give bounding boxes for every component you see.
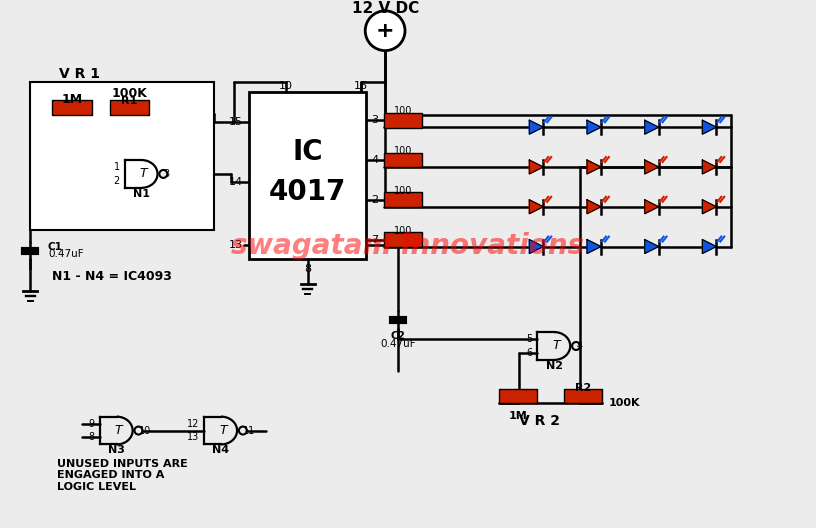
Text: 0.47uF: 0.47uF xyxy=(380,339,416,349)
Text: C1: C1 xyxy=(48,241,63,251)
Text: 13: 13 xyxy=(187,432,199,442)
Circle shape xyxy=(239,427,247,435)
Polygon shape xyxy=(645,160,659,174)
Bar xyxy=(30,82,214,230)
Text: N3: N3 xyxy=(109,446,125,456)
Text: 100K: 100K xyxy=(112,87,148,100)
Text: 100: 100 xyxy=(394,106,412,116)
Text: R1: R1 xyxy=(122,96,138,106)
Text: 100: 100 xyxy=(394,146,412,156)
Text: 2: 2 xyxy=(113,176,120,186)
Text: $\mathit{T}$: $\mathit{T}$ xyxy=(219,424,229,437)
Polygon shape xyxy=(530,160,543,174)
Bar xyxy=(499,389,537,403)
Text: 3: 3 xyxy=(371,115,378,125)
Text: N2: N2 xyxy=(546,361,563,371)
Text: 10: 10 xyxy=(279,81,293,91)
Text: N1: N1 xyxy=(133,189,150,199)
Bar xyxy=(384,113,422,128)
Polygon shape xyxy=(587,120,601,134)
Circle shape xyxy=(366,11,405,51)
Text: 4: 4 xyxy=(371,155,379,165)
Text: 100K: 100K xyxy=(609,398,641,408)
Bar xyxy=(384,192,422,208)
Text: 9: 9 xyxy=(89,419,95,429)
Polygon shape xyxy=(645,120,659,134)
Bar xyxy=(564,389,602,403)
Bar xyxy=(384,232,422,247)
Text: 15: 15 xyxy=(229,117,243,127)
Text: 8: 8 xyxy=(89,432,95,442)
Text: swagatam innovations: swagatam innovations xyxy=(232,232,584,260)
Text: 4017: 4017 xyxy=(268,178,346,206)
Text: 5: 5 xyxy=(526,334,532,344)
Text: $\mathit{T}$: $\mathit{T}$ xyxy=(552,340,562,353)
Text: 11: 11 xyxy=(243,426,255,436)
Polygon shape xyxy=(587,160,601,174)
Text: 7: 7 xyxy=(371,234,379,244)
Text: $\mathit{T}$: $\mathit{T}$ xyxy=(114,424,125,437)
Text: IC: IC xyxy=(292,138,323,166)
Text: 8: 8 xyxy=(304,265,311,275)
Polygon shape xyxy=(703,240,716,253)
Bar xyxy=(384,153,422,167)
Text: N1 - N4 = IC4093: N1 - N4 = IC4093 xyxy=(52,270,172,283)
Text: $\mathit{T}$: $\mathit{T}$ xyxy=(140,167,149,181)
Text: 1M: 1M xyxy=(61,93,82,106)
Text: 3: 3 xyxy=(163,169,170,179)
Text: 4: 4 xyxy=(576,341,582,351)
Text: UNUSED INPUTS ARE
ENGAGED INTO A
LOGIC LEVEL: UNUSED INPUTS ARE ENGAGED INTO A LOGIC L… xyxy=(57,459,188,492)
Text: 6: 6 xyxy=(526,348,532,358)
Text: 12: 12 xyxy=(187,419,199,429)
Polygon shape xyxy=(645,200,659,214)
Text: V R 1: V R 1 xyxy=(60,68,100,81)
Polygon shape xyxy=(703,120,716,134)
Polygon shape xyxy=(703,200,716,214)
Bar xyxy=(109,100,149,115)
Circle shape xyxy=(572,342,580,350)
Bar xyxy=(52,100,91,115)
Text: 100: 100 xyxy=(394,225,412,235)
Polygon shape xyxy=(587,240,601,253)
Text: 1M: 1M xyxy=(509,411,528,421)
Circle shape xyxy=(135,427,143,435)
Text: 13: 13 xyxy=(229,240,243,250)
Polygon shape xyxy=(703,160,716,174)
Text: N4: N4 xyxy=(212,446,229,456)
Text: 0.47uF: 0.47uF xyxy=(48,249,83,259)
Polygon shape xyxy=(530,200,543,214)
Circle shape xyxy=(159,170,167,178)
Text: 100: 100 xyxy=(394,186,412,196)
Text: +: + xyxy=(376,21,394,41)
Text: R2: R2 xyxy=(575,383,591,393)
Text: 1: 1 xyxy=(113,162,120,172)
Text: 10: 10 xyxy=(139,426,151,436)
Text: C2: C2 xyxy=(391,331,406,341)
Text: 16: 16 xyxy=(354,81,368,91)
Polygon shape xyxy=(587,200,601,214)
Bar xyxy=(249,92,366,259)
Polygon shape xyxy=(645,240,659,253)
Text: V R 2: V R 2 xyxy=(519,413,560,428)
Text: 12 V DC: 12 V DC xyxy=(352,2,419,16)
Polygon shape xyxy=(530,120,543,134)
Text: 2: 2 xyxy=(371,195,379,205)
Text: 14: 14 xyxy=(228,177,243,187)
Polygon shape xyxy=(530,240,543,253)
